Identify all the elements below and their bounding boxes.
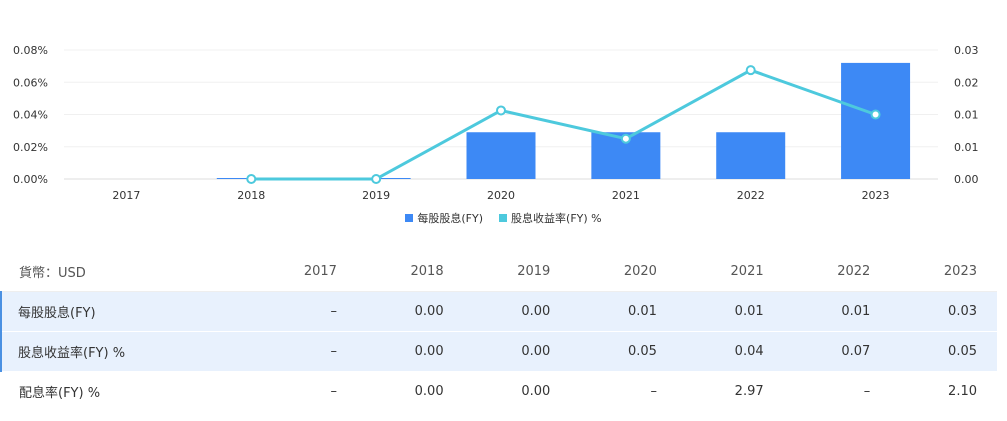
x-tick-label: 2022 [737, 189, 765, 202]
point-yield [246, 174, 257, 184]
year-header: 2018 [410, 264, 444, 279]
y-right-tick-label: 0.02 [954, 76, 979, 89]
y-right-tick-label: 0.01 [954, 109, 979, 122]
row-value: 2.10 [890, 371, 997, 412]
bar-dps [466, 132, 536, 179]
row-value: 0.00 [463, 291, 571, 332]
year-header: 2021 [730, 264, 764, 279]
legend-label: 股息收益率(FY) % [511, 212, 602, 225]
y-right-tick-label: 0.00 [954, 173, 979, 186]
point-yield [620, 133, 631, 144]
row-value: 0.00 [356, 291, 464, 332]
currency-label: 貨幣：USD [19, 266, 86, 281]
legend-swatch-bar [405, 214, 414, 222]
row-value: – [250, 331, 357, 372]
legend-label: 每股股息(FY) [417, 212, 484, 225]
row-label: 股息收益率(FY) % [0, 331, 251, 372]
year-header: 2022 [837, 264, 871, 279]
y-left-tick-label: 0.04% [13, 109, 48, 122]
point-yield [496, 105, 506, 116]
row-value: 2.97 [676, 371, 784, 412]
y-left-tick-label: 0.08% [13, 44, 48, 57]
row-value: 0.00 [356, 331, 464, 372]
legend-swatch-line [499, 214, 508, 222]
row-value: – [783, 371, 891, 412]
year-header: 2019 [517, 264, 551, 279]
year-header: 2023 [943, 264, 977, 279]
legend-item-yield[interactable]: 股息收益率(FY) % [499, 210, 602, 226]
row-value: 0.01 [783, 291, 891, 332]
row-value: – [250, 371, 357, 412]
row-label: 配息率(FY) % [1, 371, 251, 412]
row-value: 0.00 [356, 371, 464, 412]
row-value: 0.03 [890, 291, 997, 332]
point-yield [870, 109, 881, 120]
legend-item-dps[interactable]: 每股股息(FY) [405, 210, 483, 226]
y-left-tick-label: 0.06% [13, 76, 48, 89]
point-yield [371, 174, 382, 184]
row-value: 0.01 [676, 291, 784, 332]
row-label: 每股股息(FY) [0, 291, 251, 332]
row-value: 0.05 [890, 331, 997, 372]
row-value: – [570, 371, 677, 412]
row-value: 0.07 [783, 331, 891, 372]
row-value: 0.00 [463, 331, 571, 372]
x-tick-label: 2019 [362, 189, 390, 202]
x-tick-label: 2018 [237, 189, 265, 202]
dividend-chart: 0.00% 0.00 0.02% 0.01 0.04% 0.01 0.06% 0.02 0.08… [13, 44, 979, 202]
dividend-table: 貨幣：USD 2017 2018 2019 2020 2021 2022 2023 每股股息(F… [0, 252, 997, 412]
table-header-row: 貨幣：USD 2017 2018 2019 2020 2021 2022 2023 [1, 252, 997, 292]
x-tick-label: 2017 [112, 189, 140, 202]
x-tick-label: 2021 [612, 189, 640, 202]
x-tick-label: 2020 [487, 189, 515, 202]
row-value: 0.04 [676, 331, 784, 372]
table-row[interactable]: 每股股息(FY) –0.00 0.00 0.01 0.01 0.01 0.03 [0, 291, 997, 332]
year-header: 2017 [303, 264, 337, 279]
y-right-tick-label: 0.03 [954, 44, 979, 57]
line-yield [251, 68, 877, 181]
bar-dps [716, 132, 786, 179]
y-left-tick-label: 0.00% [13, 173, 48, 186]
row-value: 0.01 [570, 291, 677, 332]
point-yield [745, 65, 756, 76]
x-tick-label: 2023 [862, 189, 890, 202]
bar-dps [841, 62, 911, 179]
table-row[interactable]: 股息收益率(FY) % –0.00 0.00 0.05 0.04 0.07 0.05 [0, 331, 997, 372]
row-value: – [250, 291, 357, 332]
table-row[interactable]: 配息率(FY) % –0.00 0.00–2.97–2.10 [1, 371, 997, 412]
year-header: 2020 [623, 264, 657, 279]
row-value: 0.05 [570, 331, 677, 372]
y-left-tick-label: 0.02% [13, 141, 48, 154]
y-right-tick-label: 0.01 [954, 141, 979, 154]
chart-legend: 每股股息(FY) 股息收益率(FY) % [0, 210, 1007, 226]
row-value: 0.00 [463, 371, 571, 412]
